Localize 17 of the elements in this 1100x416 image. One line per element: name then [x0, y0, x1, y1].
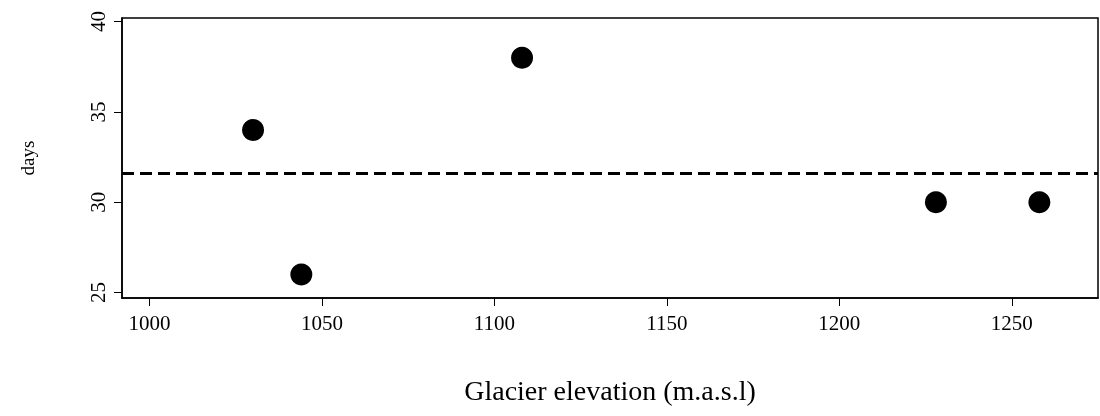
y-tick-label: 40: [85, 11, 110, 33]
point: [242, 119, 265, 141]
x-axis-title: Glacier elevation (m.a.s.l): [464, 374, 756, 406]
x-tick-label: 1000: [128, 310, 171, 335]
y-axis-title: days: [17, 140, 38, 176]
y-tick-label: 35: [85, 101, 110, 123]
point: [511, 46, 534, 69]
x-tick-label: 1150: [646, 310, 688, 335]
y-tick-label: 25: [85, 282, 110, 304]
x-tick-label: 1050: [301, 310, 344, 335]
x-tick-label: 1200: [818, 310, 861, 335]
point: [924, 191, 947, 214]
x-tick-label: 1100: [473, 310, 516, 335]
x-tick-label: 1250: [990, 310, 1033, 335]
point: [290, 263, 313, 286]
point: [1028, 191, 1051, 214]
y-tick-label: 30: [85, 191, 110, 213]
